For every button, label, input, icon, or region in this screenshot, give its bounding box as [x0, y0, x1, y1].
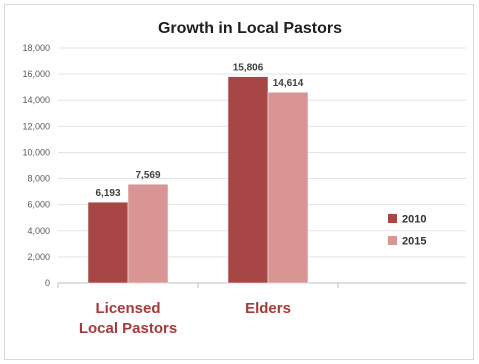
- legend-label: 2015: [402, 236, 426, 248]
- category-label: Elders: [245, 300, 291, 317]
- data-label: 15,806: [233, 63, 264, 74]
- data-label: 6,193: [95, 188, 120, 199]
- bar-2015-0: [127, 183, 169, 284]
- legend-swatch-2010: [388, 214, 397, 223]
- bar-2010-0: [87, 201, 129, 284]
- y-tick-label: 6,000: [27, 200, 50, 210]
- y-tick-label: 0: [45, 278, 50, 288]
- y-tick-label: 18,000: [22, 43, 50, 53]
- legend: 2010 2015: [388, 214, 426, 248]
- category-label: Licensed: [95, 300, 160, 317]
- data-label: 7,569: [135, 170, 160, 181]
- y-tick-label: 10,000: [22, 147, 50, 157]
- y-tick-label: 8,000: [27, 174, 50, 184]
- chart-title: Growth in Local Pastors: [158, 20, 342, 37]
- y-tick-label: 2,000: [27, 252, 50, 262]
- category-labels: Licensed Local Pastors Elders: [79, 300, 291, 337]
- y-tick-label: 14,000: [22, 95, 50, 105]
- y-axis-ticks: 0 2,000 4,000 6,000 8,000 10,000 12,000 14,000 1…: [22, 43, 50, 288]
- y-tick-label: 16,000: [22, 69, 50, 79]
- y-tick-label: 4,000: [27, 226, 50, 236]
- legend-label: 2010: [402, 214, 426, 226]
- bars: [87, 76, 309, 284]
- data-labels: 6,193 15,806 7,569 14,614: [95, 63, 303, 200]
- bar-2010-1: [227, 76, 269, 284]
- bar-2015-1: [267, 91, 309, 284]
- data-label: 14,614: [273, 78, 304, 89]
- category-label: Local Pastors: [79, 320, 177, 337]
- legend-swatch-2015: [388, 236, 397, 245]
- y-tick-label: 12,000: [22, 121, 50, 131]
